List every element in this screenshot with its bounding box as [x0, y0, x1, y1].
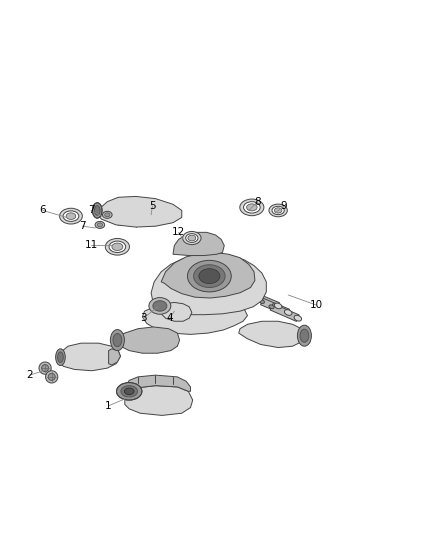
Polygon shape — [161, 253, 255, 298]
Text: 6: 6 — [39, 205, 46, 215]
Ellipse shape — [186, 233, 198, 243]
Ellipse shape — [124, 388, 134, 394]
Polygon shape — [109, 349, 120, 365]
Ellipse shape — [194, 265, 225, 287]
Ellipse shape — [188, 235, 196, 241]
Ellipse shape — [269, 204, 287, 217]
Polygon shape — [270, 304, 299, 321]
Ellipse shape — [121, 386, 138, 397]
Ellipse shape — [95, 221, 105, 229]
Ellipse shape — [199, 269, 220, 284]
Circle shape — [48, 374, 55, 381]
Ellipse shape — [60, 208, 82, 224]
Text: 2: 2 — [26, 370, 33, 380]
Ellipse shape — [272, 206, 284, 215]
Ellipse shape — [240, 199, 264, 216]
Text: 8: 8 — [254, 197, 261, 207]
Circle shape — [42, 365, 49, 372]
Ellipse shape — [297, 325, 311, 346]
Ellipse shape — [58, 352, 63, 362]
Polygon shape — [125, 386, 193, 415]
Ellipse shape — [274, 208, 282, 213]
Text: 7: 7 — [88, 205, 95, 215]
Ellipse shape — [259, 300, 265, 303]
Text: 10: 10 — [310, 300, 323, 310]
Ellipse shape — [112, 243, 123, 251]
Ellipse shape — [187, 260, 231, 292]
Polygon shape — [116, 327, 180, 353]
Text: 11: 11 — [85, 240, 98, 251]
Ellipse shape — [56, 349, 65, 366]
Ellipse shape — [149, 297, 171, 314]
Polygon shape — [151, 254, 266, 314]
Ellipse shape — [105, 238, 130, 255]
Polygon shape — [57, 343, 120, 371]
Text: 1: 1 — [105, 401, 112, 411]
Ellipse shape — [63, 211, 79, 221]
Circle shape — [46, 371, 58, 383]
Circle shape — [39, 362, 51, 374]
Polygon shape — [95, 197, 182, 227]
Polygon shape — [239, 321, 304, 348]
Ellipse shape — [102, 211, 112, 219]
Polygon shape — [161, 302, 192, 321]
Polygon shape — [142, 301, 247, 334]
Ellipse shape — [109, 241, 126, 253]
Text: 9: 9 — [280, 201, 287, 211]
Ellipse shape — [284, 310, 292, 316]
Ellipse shape — [183, 231, 201, 245]
Ellipse shape — [97, 223, 102, 227]
Ellipse shape — [105, 213, 110, 217]
Ellipse shape — [294, 316, 302, 321]
Text: 3: 3 — [140, 313, 147, 323]
Ellipse shape — [113, 334, 122, 346]
Text: 4: 4 — [166, 313, 173, 323]
Polygon shape — [125, 375, 191, 394]
Ellipse shape — [117, 383, 142, 400]
Polygon shape — [261, 298, 290, 316]
Ellipse shape — [247, 204, 257, 211]
Polygon shape — [173, 232, 224, 255]
Ellipse shape — [66, 213, 76, 220]
Ellipse shape — [95, 206, 100, 215]
Ellipse shape — [274, 303, 282, 309]
Text: 7: 7 — [79, 221, 86, 231]
Ellipse shape — [92, 203, 102, 218]
Ellipse shape — [300, 329, 309, 342]
Text: 12: 12 — [172, 228, 185, 237]
Ellipse shape — [249, 293, 254, 297]
Ellipse shape — [269, 305, 274, 309]
Ellipse shape — [153, 301, 167, 311]
Polygon shape — [251, 292, 279, 309]
Ellipse shape — [110, 329, 124, 351]
Text: 5: 5 — [149, 201, 156, 211]
Ellipse shape — [244, 201, 260, 213]
